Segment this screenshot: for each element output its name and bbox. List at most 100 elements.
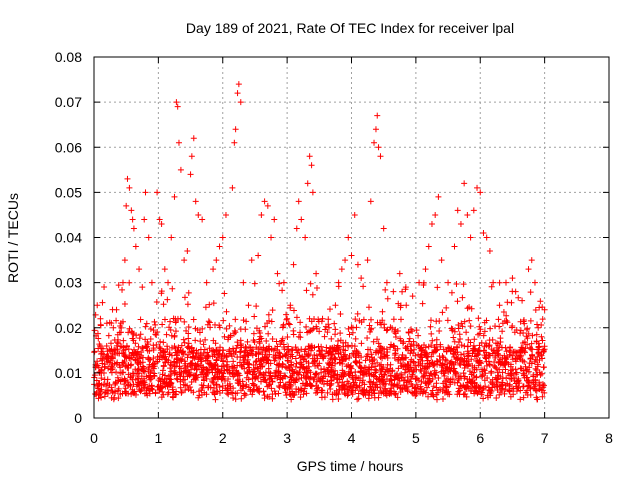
data-point bbox=[443, 383, 450, 390]
data-point bbox=[279, 375, 286, 382]
data-point bbox=[326, 306, 333, 313]
data-point bbox=[220, 317, 227, 324]
data-point bbox=[234, 372, 241, 379]
data-point bbox=[468, 380, 475, 387]
data-point bbox=[290, 261, 297, 268]
data-point bbox=[324, 380, 331, 387]
data-point bbox=[406, 338, 413, 345]
data-point bbox=[180, 336, 187, 343]
data-point bbox=[383, 388, 390, 395]
data-point bbox=[352, 316, 359, 323]
data-point bbox=[227, 383, 234, 390]
data-point bbox=[526, 364, 533, 371]
data-point bbox=[475, 347, 482, 354]
data-point bbox=[333, 391, 340, 398]
data-point bbox=[283, 316, 290, 323]
data-point bbox=[344, 378, 351, 385]
data-point bbox=[290, 307, 297, 314]
data-point bbox=[229, 184, 236, 191]
data-point bbox=[455, 339, 462, 346]
data-point bbox=[527, 317, 534, 324]
data-point bbox=[432, 211, 439, 218]
data-point bbox=[349, 391, 356, 398]
data-point bbox=[192, 337, 199, 344]
data-point bbox=[335, 283, 342, 290]
data-point bbox=[348, 252, 355, 259]
data-point bbox=[466, 368, 473, 375]
data-point bbox=[253, 303, 260, 310]
data-point bbox=[287, 374, 294, 381]
data-point bbox=[345, 234, 352, 241]
data-point bbox=[315, 362, 322, 369]
data-point bbox=[126, 279, 133, 286]
data-point bbox=[232, 329, 239, 336]
x-axis-label: GPS time / hours bbox=[297, 458, 404, 474]
data-point bbox=[97, 321, 104, 328]
data-point bbox=[149, 386, 156, 393]
data-point bbox=[97, 315, 104, 322]
data-point bbox=[104, 353, 111, 360]
data-point bbox=[407, 343, 414, 350]
x-tick-label: 8 bbox=[605, 430, 613, 446]
data-point bbox=[457, 362, 464, 369]
data-point bbox=[250, 337, 257, 344]
data-point bbox=[239, 378, 246, 385]
data-point bbox=[159, 321, 166, 328]
data-point bbox=[133, 332, 140, 339]
data-point bbox=[364, 346, 371, 353]
x-tick-label: 2 bbox=[219, 430, 227, 446]
data-point bbox=[538, 333, 545, 340]
data-point bbox=[503, 279, 509, 286]
data-point bbox=[135, 351, 142, 358]
data-point bbox=[332, 356, 339, 363]
data-point bbox=[166, 375, 173, 382]
data-point bbox=[409, 293, 416, 300]
data-point bbox=[379, 355, 386, 362]
data-point bbox=[384, 348, 391, 355]
data-point bbox=[177, 384, 184, 391]
data-point bbox=[430, 349, 437, 356]
data-point bbox=[218, 355, 225, 362]
data-point bbox=[337, 349, 344, 356]
data-point bbox=[464, 383, 471, 390]
data-point bbox=[125, 381, 132, 388]
data-point bbox=[461, 361, 468, 368]
data-point bbox=[221, 333, 228, 340]
data-point bbox=[481, 367, 488, 374]
data-point bbox=[373, 367, 380, 374]
data-point bbox=[128, 354, 135, 361]
data-point bbox=[279, 324, 286, 331]
data-point bbox=[126, 325, 133, 332]
data-point bbox=[353, 383, 360, 390]
data-point bbox=[343, 355, 350, 362]
data-point bbox=[174, 103, 181, 110]
data-point bbox=[124, 382, 131, 389]
data-point bbox=[410, 350, 417, 357]
data-point bbox=[119, 279, 126, 286]
data-point bbox=[306, 352, 313, 359]
data-point bbox=[500, 362, 507, 369]
data-point bbox=[286, 391, 293, 398]
data-point bbox=[521, 358, 528, 365]
data-point bbox=[148, 279, 155, 286]
data-point bbox=[480, 332, 487, 339]
data-point bbox=[539, 337, 546, 344]
data-point bbox=[540, 348, 547, 355]
data-point bbox=[216, 390, 223, 397]
data-point bbox=[425, 393, 432, 400]
data-point bbox=[341, 389, 348, 396]
data-point bbox=[144, 347, 151, 354]
data-point bbox=[369, 360, 376, 367]
data-point bbox=[199, 216, 206, 223]
data-point bbox=[315, 316, 322, 323]
data-point bbox=[495, 316, 502, 323]
data-point bbox=[460, 350, 467, 357]
data-point bbox=[447, 359, 454, 366]
data-point bbox=[401, 369, 408, 376]
data-point bbox=[152, 331, 159, 338]
data-point bbox=[238, 362, 245, 369]
data-point bbox=[376, 362, 383, 369]
data-point bbox=[244, 359, 251, 366]
data-point bbox=[396, 377, 403, 384]
data-point bbox=[418, 378, 425, 385]
